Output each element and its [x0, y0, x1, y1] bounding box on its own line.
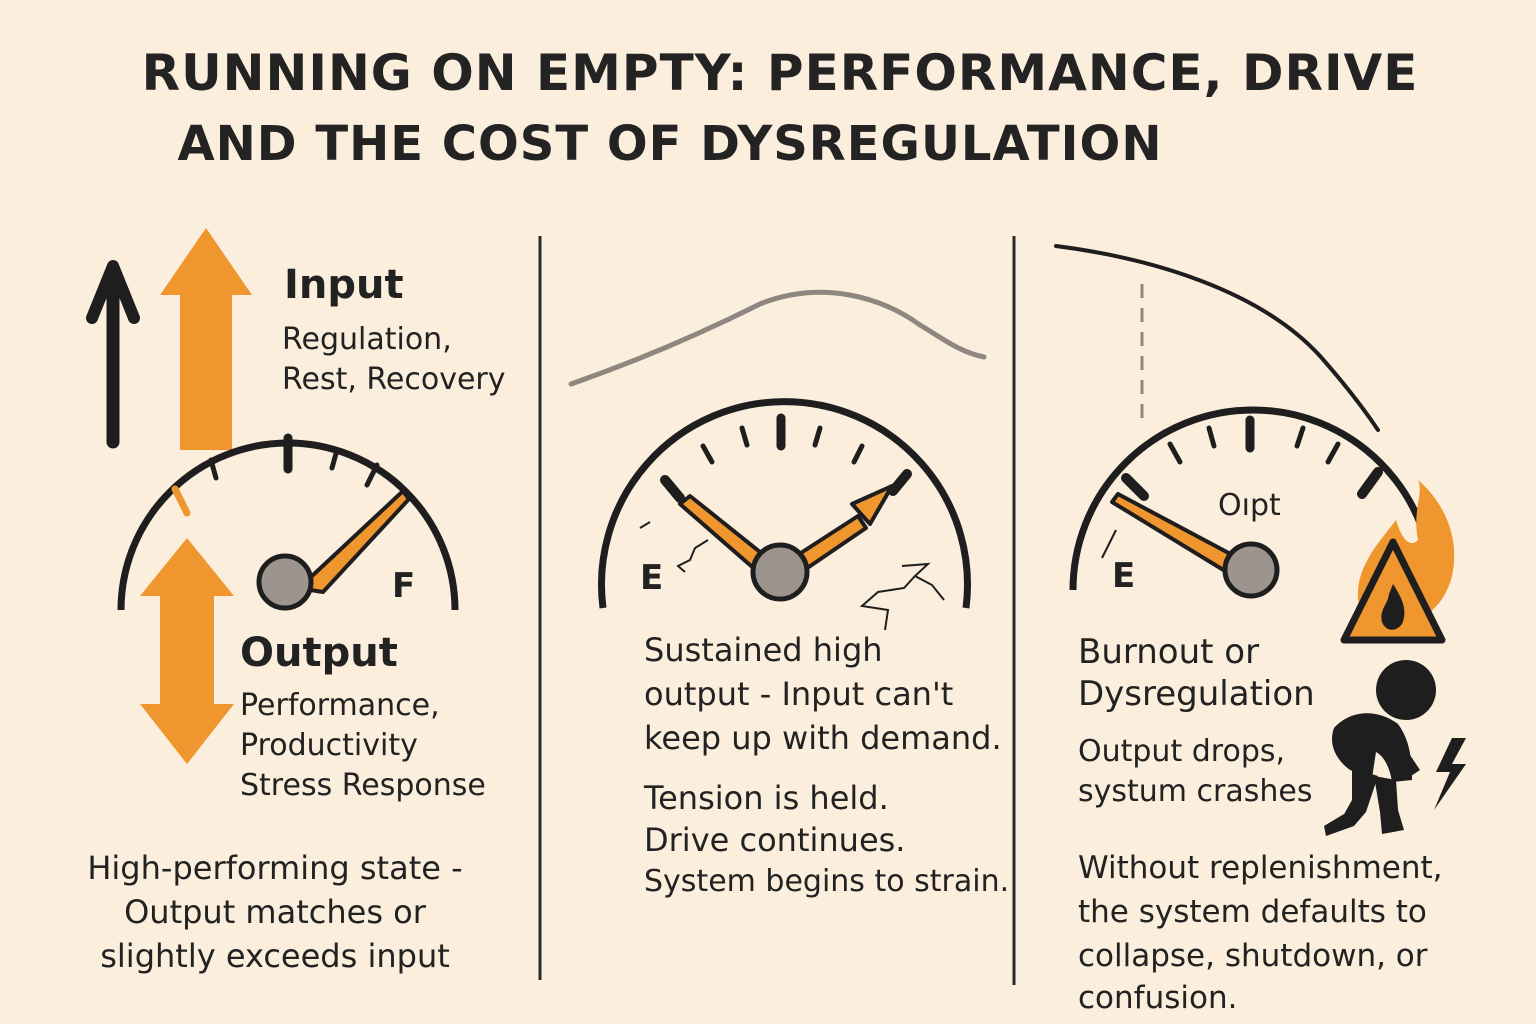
gauge-empty-label: E — [640, 558, 664, 598]
panel3-caption-line-3: collapse, shutdown, or — [1078, 938, 1428, 974]
panel1-caption-line-1: High-performing state - — [87, 849, 463, 887]
panel2-text1-line-2: output - Input can't — [644, 675, 954, 713]
gauge-full-label: F — [392, 566, 416, 606]
input-desc-line-2: Rest, Recovery — [282, 362, 506, 397]
panel1-caption-line-2: Output matches or — [124, 893, 426, 931]
input-desc-line-1: Regulation, — [282, 322, 452, 357]
double-arrow-icon — [140, 538, 234, 764]
gauge-empty-label: E — [1112, 556, 1136, 596]
fuel-gauge-icon — [117, 433, 459, 611]
panel1-caption-line-3: slightly exceeds input — [100, 937, 450, 975]
input-heading: Input — [284, 262, 404, 308]
burnout-heading-line-1: Burnout or — [1078, 632, 1260, 672]
collapsing-person-icon — [1324, 660, 1436, 836]
panel3-caption-line-2: the system defaults to — [1078, 894, 1427, 930]
burnout-sub-line-1: Output drops, — [1078, 734, 1286, 769]
title-line-2: AND THE COST OF DYSREGULATION — [177, 116, 1163, 172]
panel2-text1-line-3: keep up with demand. — [644, 719, 1002, 757]
panel3-caption-line-1: Without replenishment, — [1078, 850, 1443, 886]
tension-curve — [568, 289, 987, 387]
warning-fire-icon — [1340, 480, 1455, 644]
burnout-sub-line-2: systum crashes — [1078, 774, 1313, 809]
output-desc-line-3: Stress Response — [240, 768, 486, 803]
burnout-heading-line-2: Dysregulation — [1078, 674, 1315, 714]
panel2-text2-line-1: Tension is held. — [644, 779, 889, 817]
output-desc-line-1: Performance, — [240, 688, 440, 723]
lightning-icon — [1434, 738, 1466, 810]
output-desc-line-2: Productivity — [240, 728, 418, 763]
fuel-gauge-icon — [1069, 406, 1437, 599]
up-arrow-icon — [86, 260, 140, 449]
drop-curve — [1054, 244, 1380, 432]
panel2-text2-line-2: Drive continues. — [644, 821, 906, 859]
panel2-text1-line-1: Sustained high — [644, 631, 883, 669]
orange-up-arrow-icon — [160, 228, 252, 450]
output-heading: Output — [240, 630, 398, 676]
panel3-caption-line-4: confusion. — [1078, 980, 1238, 1016]
panel2-text2-line-3: System begins to strain. — [644, 864, 1010, 899]
fuel-gauge-icon — [598, 398, 971, 631]
gauge-output-label: Oıpt — [1218, 488, 1281, 523]
title-line-1: RUNNING ON EMPTY: PERFORMANCE, DRIVE — [141, 44, 1419, 102]
